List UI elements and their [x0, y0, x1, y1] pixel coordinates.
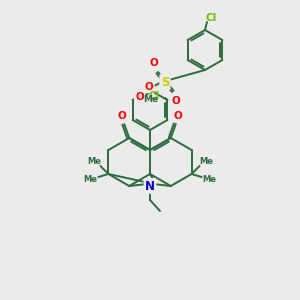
Text: O: O: [118, 111, 127, 121]
Text: O: O: [172, 96, 180, 106]
Text: O: O: [145, 82, 153, 92]
Text: Me: Me: [143, 94, 158, 103]
Text: O: O: [173, 111, 182, 121]
Text: Me: Me: [200, 157, 214, 166]
Text: Me: Me: [202, 176, 217, 184]
Text: Me: Me: [83, 176, 98, 184]
Text: O: O: [150, 58, 158, 68]
Text: N: N: [145, 179, 155, 193]
Text: O: O: [135, 92, 144, 102]
Text: Cl: Cl: [149, 91, 160, 101]
Text: Cl: Cl: [206, 13, 217, 23]
Text: S: S: [161, 76, 169, 88]
Text: Me: Me: [87, 157, 101, 166]
